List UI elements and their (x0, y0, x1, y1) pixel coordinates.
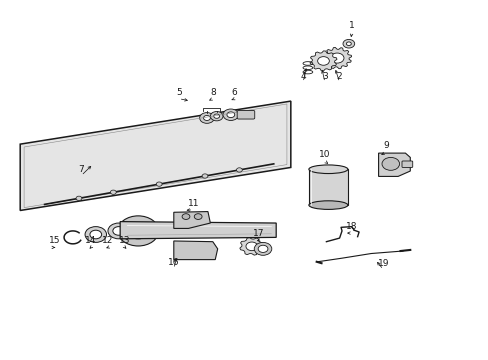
Circle shape (258, 245, 267, 252)
Circle shape (226, 112, 234, 118)
Circle shape (127, 223, 149, 239)
Circle shape (203, 116, 210, 121)
Circle shape (210, 112, 223, 121)
Text: 12: 12 (102, 237, 113, 246)
Circle shape (108, 223, 129, 239)
Circle shape (188, 246, 197, 252)
Text: 13: 13 (119, 237, 130, 246)
Text: 6: 6 (231, 87, 237, 96)
Circle shape (330, 53, 343, 63)
Text: 3: 3 (322, 72, 327, 81)
Bar (308, 169, 347, 205)
Polygon shape (173, 241, 217, 260)
Text: 1: 1 (348, 21, 354, 30)
Text: 17: 17 (253, 229, 264, 238)
Circle shape (85, 226, 106, 242)
Text: 5: 5 (176, 87, 181, 96)
Text: 10: 10 (319, 150, 330, 159)
Polygon shape (322, 48, 351, 69)
Circle shape (90, 230, 102, 239)
Circle shape (213, 114, 219, 118)
FancyBboxPatch shape (401, 161, 412, 167)
Circle shape (194, 214, 202, 220)
Polygon shape (120, 222, 276, 239)
Circle shape (199, 113, 214, 123)
Text: 8: 8 (209, 87, 215, 96)
FancyBboxPatch shape (237, 111, 254, 119)
Text: 16: 16 (168, 258, 179, 267)
Polygon shape (240, 238, 263, 255)
Text: 4: 4 (300, 72, 305, 81)
Circle shape (346, 42, 350, 45)
Text: 19: 19 (377, 259, 388, 268)
Circle shape (118, 216, 158, 246)
Polygon shape (20, 101, 290, 211)
Circle shape (236, 168, 242, 172)
Circle shape (76, 196, 81, 201)
Circle shape (113, 226, 124, 235)
Ellipse shape (308, 201, 347, 210)
Text: 18: 18 (346, 222, 357, 231)
Circle shape (223, 109, 238, 121)
Circle shape (182, 214, 189, 220)
Circle shape (342, 40, 354, 48)
Circle shape (184, 242, 202, 255)
Circle shape (110, 190, 116, 194)
Text: 7: 7 (78, 165, 84, 174)
Text: 2: 2 (336, 72, 342, 81)
Text: 14: 14 (85, 237, 97, 246)
Text: 11: 11 (187, 199, 199, 208)
Polygon shape (378, 153, 409, 176)
Circle shape (156, 182, 162, 186)
Text: 9: 9 (382, 141, 388, 150)
Circle shape (202, 174, 207, 178)
Circle shape (317, 57, 329, 65)
Ellipse shape (308, 165, 347, 174)
Circle shape (254, 242, 271, 255)
Polygon shape (173, 212, 210, 228)
Circle shape (245, 242, 257, 251)
Polygon shape (309, 51, 336, 71)
Circle shape (381, 157, 399, 170)
Text: 15: 15 (48, 237, 60, 246)
